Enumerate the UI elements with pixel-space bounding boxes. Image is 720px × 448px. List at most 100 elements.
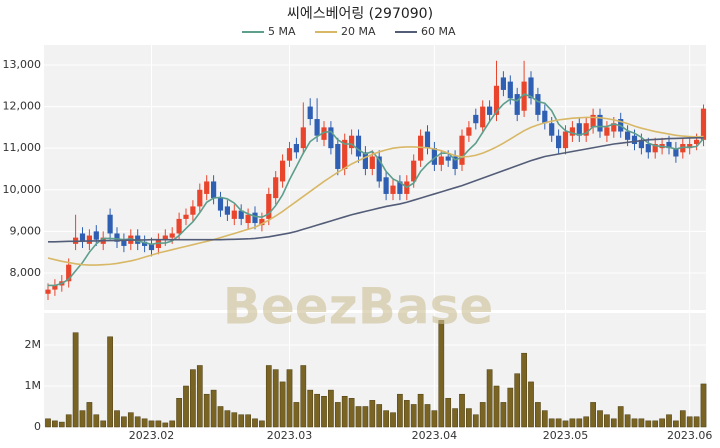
candle-body xyxy=(535,94,541,115)
volume-bar xyxy=(493,385,500,428)
candle-body xyxy=(362,152,368,169)
candle-body xyxy=(487,106,493,115)
candle-body xyxy=(666,141,672,149)
candle-body xyxy=(431,148,437,165)
candle-body xyxy=(335,144,341,169)
candle-body xyxy=(307,106,313,120)
volume-bar xyxy=(583,416,590,428)
candle-body xyxy=(252,212,258,224)
y-tick-label: 12,000 xyxy=(3,100,42,113)
volume-bar xyxy=(555,418,562,428)
volume-bar xyxy=(369,400,376,428)
ma-line xyxy=(47,116,704,266)
volume-bar xyxy=(245,414,251,428)
candle-body xyxy=(418,135,424,161)
x-tick-label: 2023.06 xyxy=(667,429,713,442)
y-tick-label: 0 xyxy=(34,420,41,433)
candle-body xyxy=(183,214,189,219)
volume-bar xyxy=(569,418,576,428)
candle-body xyxy=(500,77,506,90)
volume-bar xyxy=(631,418,638,428)
volume-bar xyxy=(65,414,72,428)
volume-bar xyxy=(272,369,279,428)
candle-body xyxy=(583,123,589,136)
volume-bar xyxy=(155,420,162,428)
volume-bar xyxy=(314,393,320,428)
candle-body xyxy=(45,289,51,294)
candle-body xyxy=(342,139,348,169)
volume-bar xyxy=(162,422,169,428)
candle-body xyxy=(328,127,334,149)
candle-body xyxy=(445,156,451,161)
candle-body xyxy=(631,135,638,145)
volume-bar xyxy=(548,418,555,428)
volume-bar xyxy=(535,402,541,428)
volume-bar xyxy=(659,418,665,428)
candle-body xyxy=(231,210,237,219)
candle-body xyxy=(645,144,651,153)
volume-bar xyxy=(355,406,362,428)
candle-body xyxy=(148,243,155,251)
legend-label: 5 MA xyxy=(268,25,296,38)
volume-bar xyxy=(203,393,210,428)
candle-body xyxy=(176,218,182,234)
y-tick-label: 1M xyxy=(25,379,42,392)
candle-body xyxy=(438,156,444,165)
candle-body xyxy=(590,114,596,128)
volume-bar xyxy=(590,402,596,428)
candle-body xyxy=(355,135,362,157)
candle-body xyxy=(266,193,272,219)
candle-body xyxy=(273,177,279,199)
volume-bar xyxy=(141,418,148,428)
volume-bar xyxy=(224,410,231,428)
watermark: BeezBase xyxy=(223,278,494,336)
volume-bar xyxy=(645,420,652,428)
candle-body xyxy=(652,144,658,153)
volume-bar xyxy=(114,410,120,428)
volume-bar xyxy=(500,402,507,428)
volume-bar xyxy=(617,406,624,428)
volume-bar xyxy=(445,398,452,428)
candle-body xyxy=(383,177,389,194)
volume-bar xyxy=(486,369,493,428)
x-tick-label: 2023.04 xyxy=(412,429,458,442)
x-tick-label: 2023.02 xyxy=(129,429,175,442)
candle-body xyxy=(424,131,431,149)
candle-body xyxy=(528,77,534,99)
volume-bar xyxy=(541,410,548,428)
candle-body xyxy=(66,264,72,282)
volume-bar xyxy=(397,393,403,428)
candle-body xyxy=(93,231,99,240)
volume-bar xyxy=(348,398,355,428)
volume-bar xyxy=(576,418,583,428)
candle-body xyxy=(369,156,375,169)
candle-body xyxy=(459,135,465,165)
candle-body xyxy=(549,123,555,136)
volume-bar xyxy=(403,400,410,428)
candle-body xyxy=(480,106,486,128)
candle-body xyxy=(162,235,168,240)
volume-bar xyxy=(376,404,383,428)
volume-bar xyxy=(238,414,245,428)
volume-bar xyxy=(410,404,417,428)
candle-body xyxy=(556,135,562,149)
candle-body xyxy=(217,198,224,211)
candle-body xyxy=(687,144,693,149)
volume-bar xyxy=(693,416,700,428)
candle-body xyxy=(314,119,320,136)
candle-body xyxy=(211,181,217,199)
candle-body xyxy=(293,144,299,153)
volume-bar xyxy=(169,420,176,428)
volume-bar xyxy=(638,418,645,428)
volume-bar xyxy=(610,418,617,428)
y-tick-label: 11,000 xyxy=(3,141,42,154)
volume-bar xyxy=(121,416,127,428)
volume-bar xyxy=(507,387,514,428)
volume-bar xyxy=(438,320,445,428)
volume-bar xyxy=(93,414,100,428)
candle-body xyxy=(224,206,230,215)
volume-bar xyxy=(390,412,396,428)
candle-body xyxy=(197,189,203,207)
